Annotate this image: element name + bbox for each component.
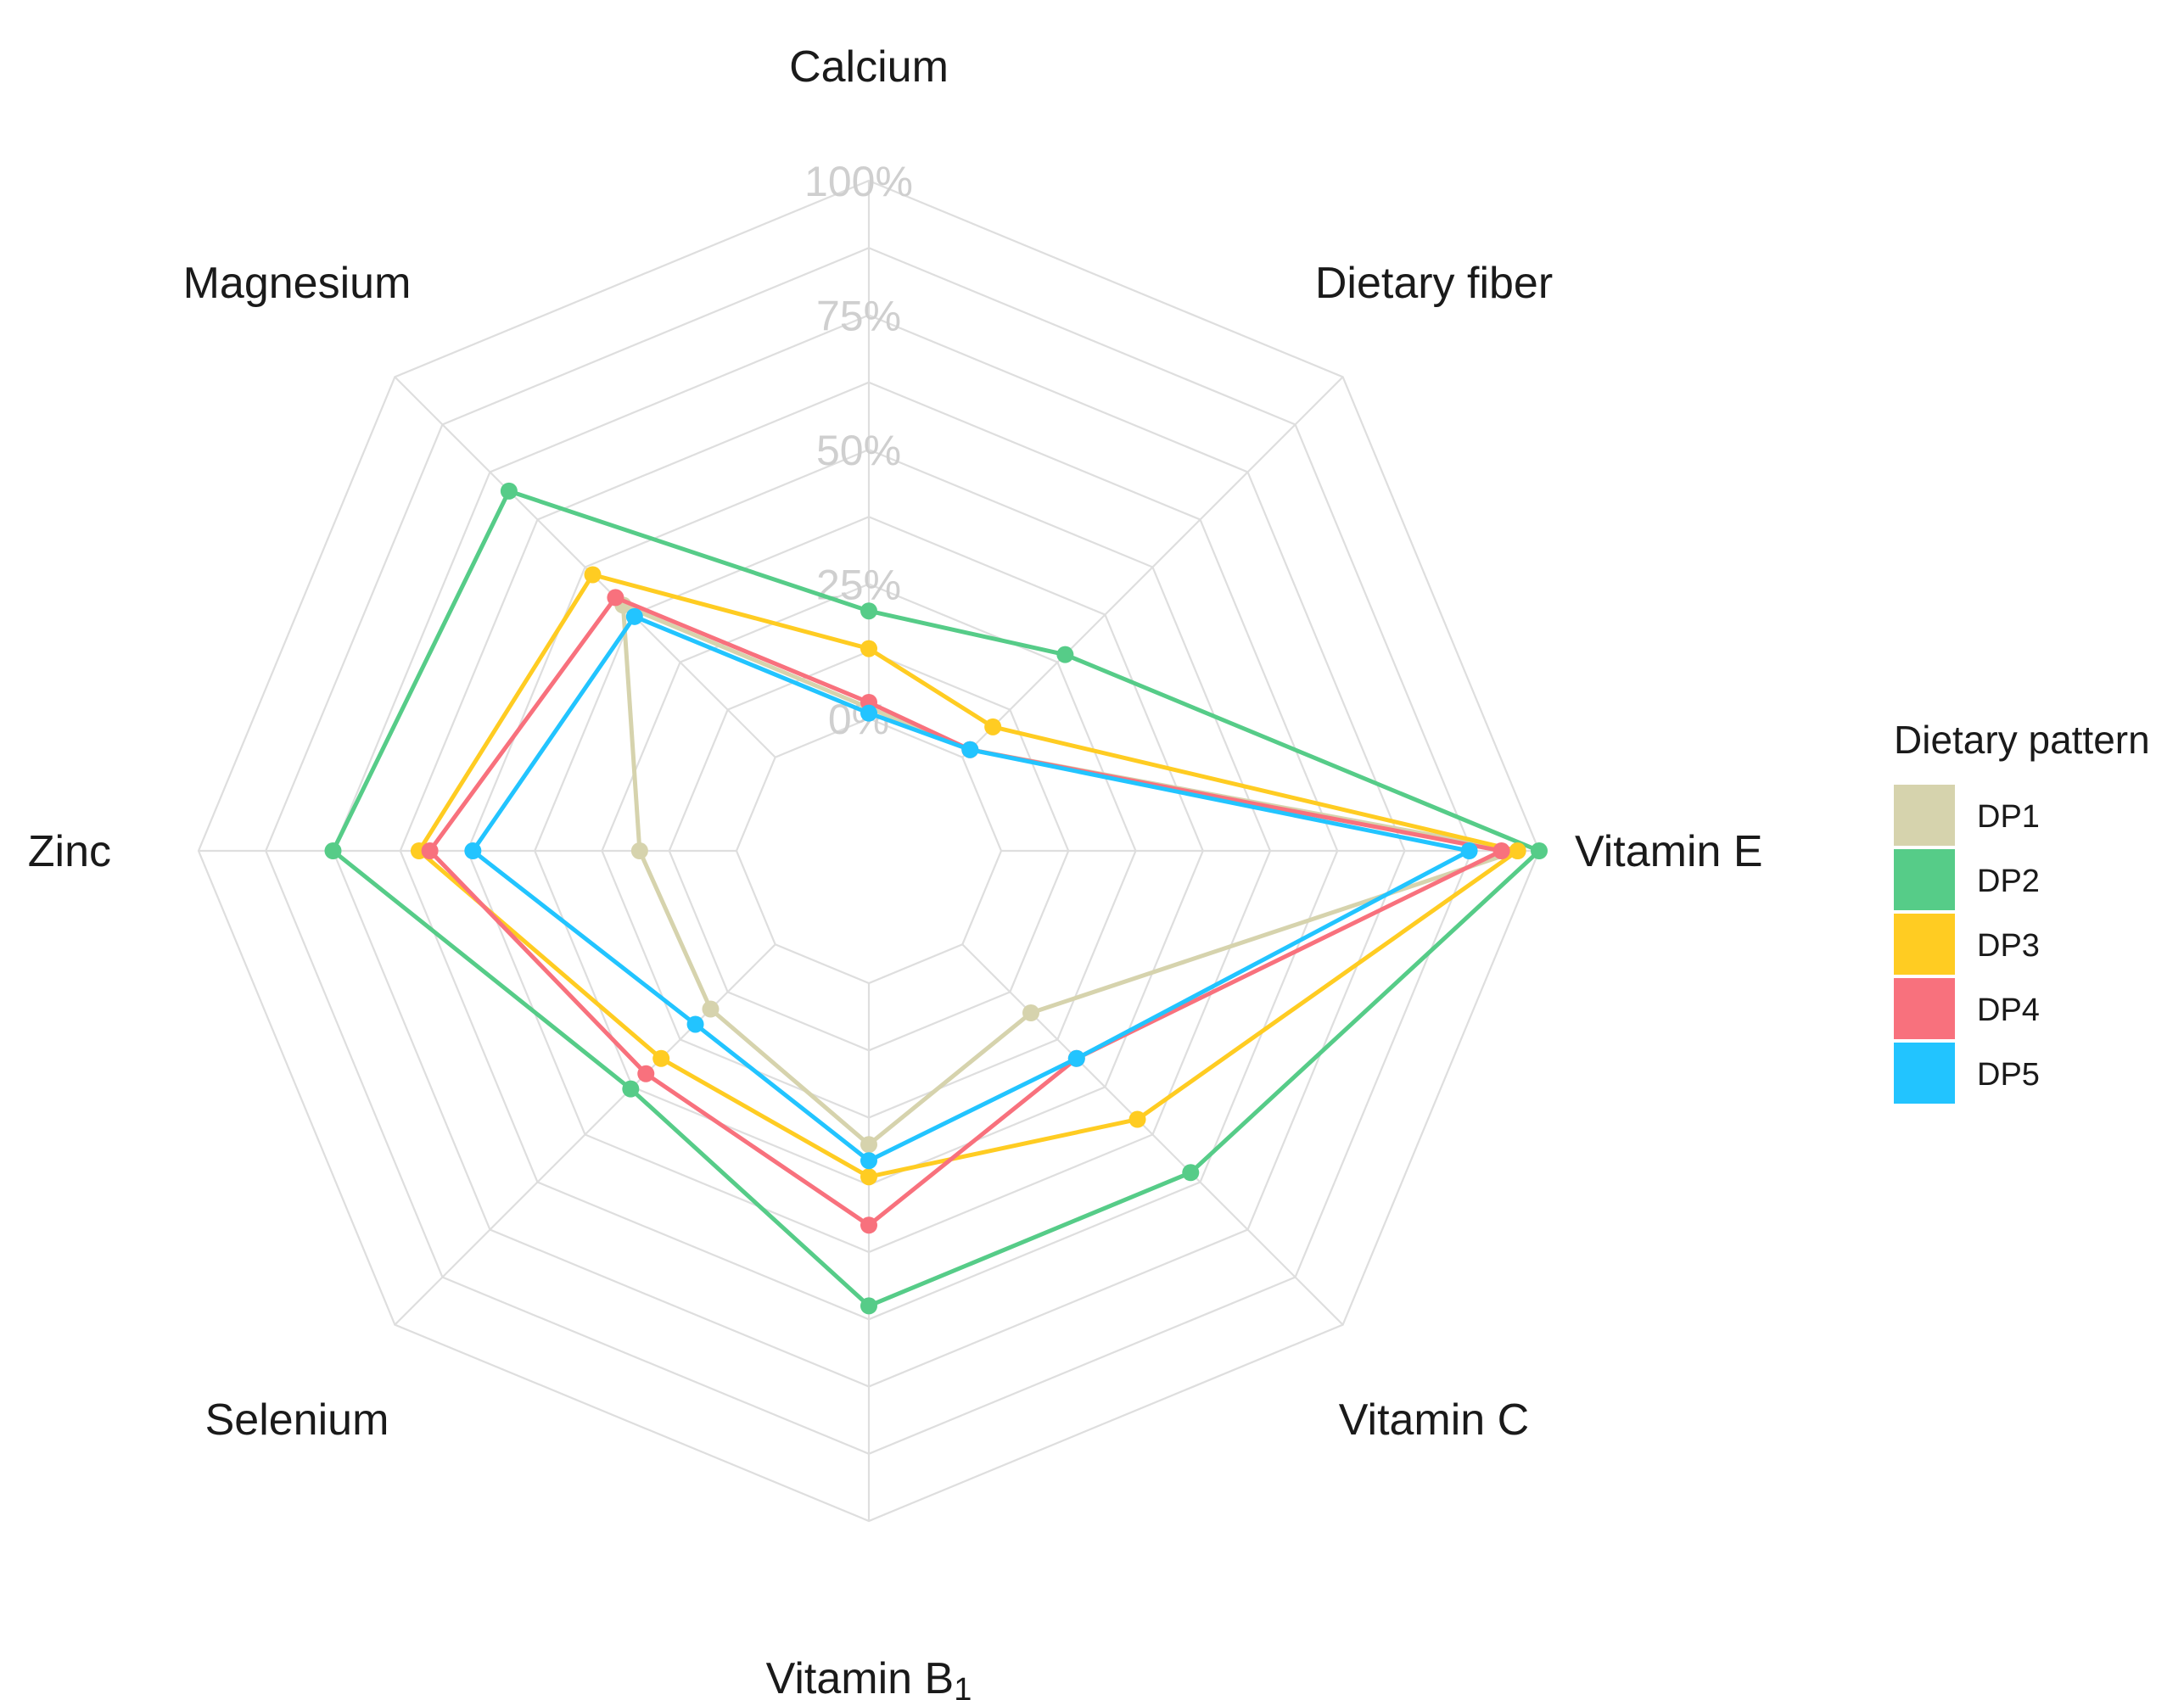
legend-label-dp4: DP4 [1977, 993, 2040, 1028]
data-point [984, 718, 1002, 735]
axis-label-magnesium: Magnesium [183, 259, 412, 308]
grid-spoke [394, 376, 776, 758]
legend-label-dp2: DP2 [1977, 864, 2040, 899]
legend-swatch-dp3 [1894, 914, 1955, 975]
data-point [686, 1015, 704, 1033]
axis-label-vitamin-e: Vitamin E [1575, 827, 1763, 876]
axis-label-dietary-fiber: Dietary fiber [1315, 259, 1553, 308]
legend-label-dp5: DP5 [1977, 1057, 2040, 1093]
data-point [1460, 842, 1478, 859]
axis-label-vitamin-b: Vitamin B1 [766, 1654, 972, 1700]
data-point [1067, 1049, 1085, 1067]
data-point [324, 842, 342, 859]
grid-spoke [961, 943, 1344, 1326]
axis-label-zinc: Zinc [28, 827, 111, 876]
tick-label: 100% [804, 158, 913, 205]
data-point [860, 640, 877, 657]
data-point [702, 1000, 720, 1018]
legend: Dietary pattern DP1 DP2 DP3 DP4 DP5 [1894, 718, 2150, 1104]
data-point [625, 607, 643, 625]
data-point [860, 1152, 877, 1170]
data-point [1509, 842, 1526, 859]
legend-swatch-dp4 [1894, 978, 1955, 1039]
data-point [652, 1049, 670, 1067]
grid-spoke [961, 376, 1344, 758]
legend-items: DP1 DP2 DP3 DP4 DP5 [1894, 785, 2040, 1104]
series-line [331, 489, 1542, 1308]
data-point [961, 741, 979, 758]
data-point [860, 1297, 877, 1315]
series-line [470, 614, 1472, 1163]
data-point [607, 589, 624, 607]
data-point [622, 1080, 640, 1098]
tick-label: 75% [816, 293, 901, 340]
axis-labels: Calcium Dietary fiber Vitamin E Vitamin C Vi… [28, 42, 1763, 1700]
data-point [1182, 1164, 1200, 1182]
data-point [860, 1216, 877, 1234]
series-line [417, 573, 1520, 1179]
axis-label-calcium: Calcium [789, 42, 949, 92]
grid-spoke [394, 943, 776, 1326]
tick-label: 25% [816, 562, 901, 609]
data-point [500, 482, 518, 500]
data-point [630, 842, 648, 859]
tick-label: 50% [816, 427, 901, 474]
data-point [1022, 1004, 1040, 1022]
series-dp2 [324, 482, 1548, 1315]
data-point [584, 566, 602, 584]
axis-label-vitamin-c: Vitamin C [1339, 1395, 1529, 1445]
data-point [464, 842, 482, 859]
data-point [1531, 842, 1548, 859]
radial-tick-labels: 0%25%50%75%100% [804, 158, 913, 743]
data-point [637, 1065, 655, 1082]
axis-label-selenium: Selenium [205, 1395, 389, 1445]
legend-label-dp1: DP1 [1977, 799, 2040, 835]
series-dp5 [464, 607, 1478, 1170]
legend-swatch-dp5 [1894, 1043, 1955, 1104]
series-dp3 [410, 566, 1526, 1186]
data-point [1056, 646, 1074, 663]
data-point [1128, 1110, 1146, 1128]
data-point [860, 1168, 877, 1186]
radar-grid [197, 179, 1541, 1523]
data-point [1492, 842, 1510, 859]
legend-label-dp3: DP3 [1977, 928, 2040, 964]
grid-ring [735, 717, 1003, 985]
data-point [860, 704, 877, 722]
legend-title: Dietary pattern [1894, 718, 2150, 762]
data-point [860, 602, 877, 620]
data-point [860, 1136, 877, 1154]
legend-swatch-dp2 [1894, 849, 1955, 910]
legend-swatch-dp1 [1894, 785, 1955, 846]
axis-label-subscript: 1 [954, 1672, 972, 1700]
series-layer [324, 482, 1548, 1315]
data-point [421, 842, 439, 859]
